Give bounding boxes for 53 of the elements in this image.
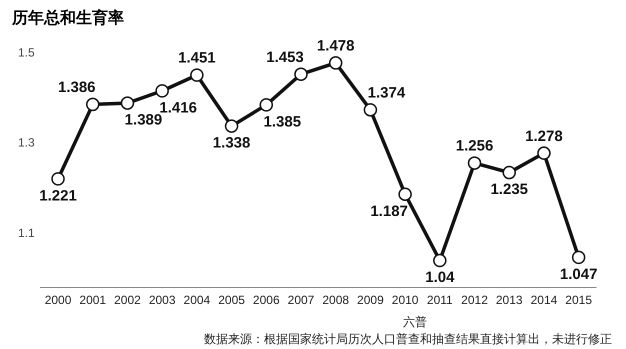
x-tick-label: 2013 — [496, 293, 523, 308]
point — [190, 68, 204, 82]
text: 六普 — [403, 314, 428, 331]
data-label: 1.235 — [490, 181, 528, 198]
y-tick-label: 1.1 — [18, 226, 35, 240]
point — [468, 156, 482, 170]
point — [294, 67, 308, 81]
point — [398, 187, 412, 201]
x-tick-label: 2009 — [357, 293, 384, 308]
x-tick-label: 2010 — [392, 293, 419, 308]
data-label: 1.338 — [212, 134, 250, 152]
data-label: 1.256 — [456, 138, 494, 155]
x-tick-label: 2014 — [530, 293, 558, 308]
x-tick-label: 2001 — [79, 293, 106, 308]
point — [120, 96, 134, 110]
point — [51, 172, 65, 186]
y-tick-label: 1.3 — [18, 136, 35, 150]
point — [260, 98, 274, 112]
x-tick-label: 2015 — [565, 293, 592, 308]
data-label: 1.187 — [370, 202, 408, 220]
point — [155, 84, 169, 98]
point — [224, 119, 238, 133]
data-label: 1.478 — [316, 38, 354, 55]
x-tick-label: 2003 — [148, 293, 176, 308]
point — [433, 254, 447, 268]
x-tick-label: 2002 — [114, 293, 142, 308]
data-label: 1.04 — [425, 269, 456, 286]
data-label: 1.389 — [124, 112, 162, 129]
point — [502, 166, 516, 180]
point — [572, 250, 586, 264]
source-note: 数据来源：根据国家统计局历次人口普查和抽查结果直接计算出，未进行修正 — [203, 331, 612, 348]
data-label: 1.221 — [39, 188, 77, 205]
data-label: 1.278 — [525, 128, 563, 145]
point — [86, 98, 100, 112]
data-label: 1.047 — [560, 266, 598, 284]
data-label: 1.386 — [58, 79, 96, 96]
y-tick-label: 1.5 — [18, 45, 35, 60]
data-label: 1.451 — [178, 50, 216, 67]
x-tick-label: 2012 — [461, 293, 488, 308]
x-tick-label: 2011 — [426, 293, 454, 308]
x-tick-label: 2000 — [44, 293, 72, 308]
x-tick-label: 2008 — [322, 293, 350, 308]
x-tick-label: 2005 — [218, 293, 246, 308]
data-label: 1.374 — [368, 84, 406, 102]
data-label: 1.385 — [264, 114, 302, 131]
x-tick-label: 2006 — [252, 293, 280, 308]
point — [364, 103, 378, 117]
x-tick-label: 2007 — [288, 293, 315, 308]
point — [328, 56, 342, 70]
point — [537, 146, 551, 160]
x-tick-label: 2004 — [184, 293, 211, 308]
data-label: 1.453 — [266, 48, 304, 66]
chart-title: 历年总和生育率 — [12, 8, 125, 29]
